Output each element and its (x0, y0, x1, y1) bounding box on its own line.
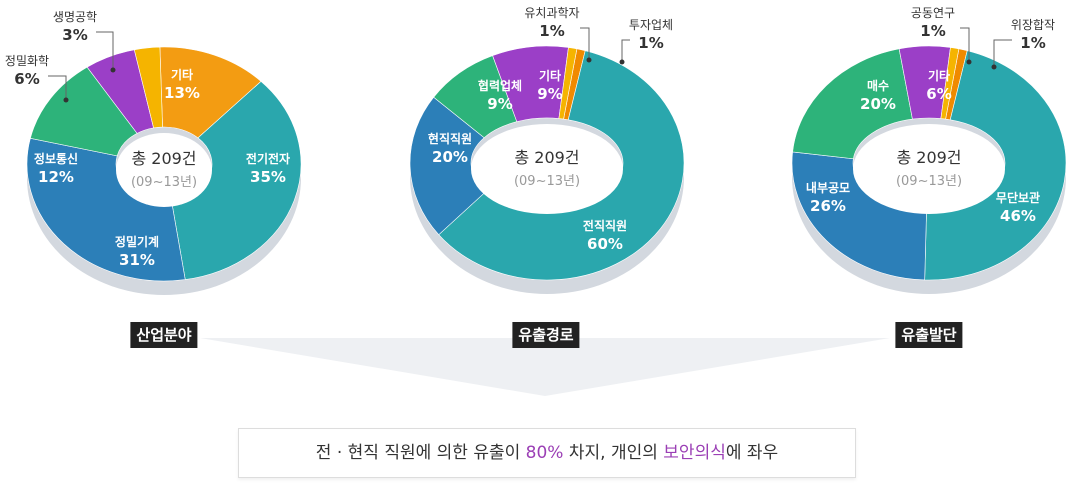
summary-highlight-percent: 80% (525, 443, 564, 463)
slice-name-label: 기타 (539, 68, 561, 83)
leader-line (960, 27, 970, 62)
slice-name-label: 정밀화학 (5, 54, 49, 68)
center-total-label: 총 209건 (131, 149, 196, 168)
leader-dot (966, 59, 972, 65)
slice-생명공학 (133, 46, 163, 129)
slice-name-label: 협력업체 (478, 78, 522, 93)
slice-유치과학자 (558, 47, 578, 120)
slice-value-label: 1% (539, 22, 564, 40)
center-total-label: 총 209건 (514, 148, 579, 167)
slice-name-label: 내부공모 (806, 180, 850, 195)
slice-value-label: 35% (250, 168, 286, 186)
slice-name-label: 매수 (867, 78, 889, 93)
center-period-label: (09~13년) (896, 174, 962, 189)
slice-value-label: 31% (119, 251, 155, 269)
slice-name-label: 유치과학자 (524, 6, 579, 20)
slice-무단보관 (924, 50, 1067, 281)
center-period-label: (09~13년) (514, 174, 580, 189)
summary-highlight-awareness: 보안의식 (663, 443, 726, 463)
slice-name-label: 전기전자 (246, 151, 290, 166)
slice-name-label: 기타 (928, 68, 950, 83)
leader-line (993, 39, 1012, 67)
summary-prefix: 전 · 현직 직원에 의한 유출이 (315, 443, 526, 463)
donut-hole (853, 124, 1005, 214)
slice-공동연구 (940, 47, 960, 120)
slice-name-label: 무단보관 (996, 190, 1040, 205)
slice-value-label: 46% (1000, 207, 1036, 225)
slice-name-label: 기타 (171, 67, 193, 82)
slice-value-label: 12% (38, 168, 74, 186)
slice-value-label: 6% (926, 85, 951, 103)
slice-기타 (159, 46, 262, 139)
center-period-label: (09~13년) (131, 175, 197, 190)
center-total-label: 총 209건 (896, 148, 961, 167)
slice-value-label: 1% (1020, 34, 1045, 52)
slice-name-label: 현직직원 (428, 131, 472, 146)
summary-middle: 차지, 개인의 (563, 443, 664, 463)
donut-hole (471, 124, 623, 214)
chart-title-industry: 산업분야 (130, 322, 198, 348)
leader-line (621, 39, 630, 62)
donut-chart-0: 총 209건 (09~13년) 기타 13% 전기전자 35% 정밀기계 31% 정보통신 12%… (5, 10, 302, 295)
slice-value-label: 9% (537, 85, 562, 103)
slice-전기전자 (171, 80, 302, 280)
slice-value-label: 13% (164, 84, 200, 102)
funnel-shape (200, 338, 890, 396)
donut-chart-1: 총 209건 (09~13년) 투자업체 1% 전직직원 60% 현직직원 20% 협력업체 9%… (409, 6, 685, 294)
leader-line (48, 75, 67, 100)
leader-dot (991, 64, 997, 70)
slice-name-label: 위장합작 (1011, 18, 1055, 32)
leader-line (96, 31, 114, 70)
slice-value-label: 20% (860, 95, 896, 113)
slice-value-label: 6% (14, 70, 39, 88)
slice-value-label: 20% (432, 148, 468, 166)
slice-name-label: 투자업체 (629, 18, 673, 32)
donut-chart-2: 총 209건 (09~13년) 위장합작 1% 무단보관 46% 내부공모 26% 매수 20% 기… (791, 6, 1067, 294)
leader-dot (110, 67, 116, 73)
chart-title-channel: 유출경로 (512, 322, 580, 348)
summary-box: 전 · 현직 직원에 의한 유출이 80% 차지, 개인의 보안의식에 좌우 (238, 428, 856, 478)
slice-name-label: 정보통신 (34, 151, 78, 166)
slice-value-label: 9% (487, 95, 512, 113)
leader-dot (586, 57, 592, 63)
slice-name-label: 정밀기계 (115, 234, 159, 249)
slice-name-label: 공동연구 (911, 6, 955, 20)
leader-dot (63, 97, 69, 103)
donut-hole (116, 133, 212, 207)
slice-name-label: 생명공학 (53, 10, 97, 24)
slice-name-label: 전직직원 (583, 218, 627, 233)
slice-value-label: 26% (810, 197, 846, 215)
leader-line (580, 27, 590, 60)
slice-value-label: 3% (62, 26, 87, 44)
slice-value-label: 60% (587, 235, 623, 253)
leader-dot (619, 59, 625, 65)
slice-value-label: 1% (920, 22, 945, 40)
chart-title-trigger: 유출발단 (895, 322, 963, 348)
summary-suffix: 에 좌우 (725, 443, 779, 463)
slice-value-label: 1% (638, 34, 663, 52)
